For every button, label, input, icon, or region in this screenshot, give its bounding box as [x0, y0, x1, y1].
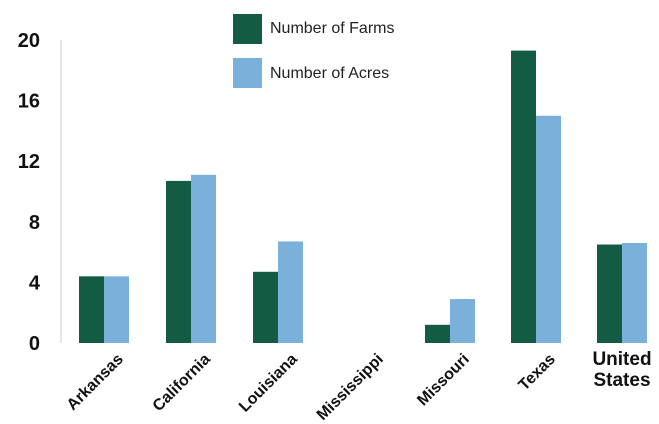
y-tick-label: 4	[29, 272, 41, 294]
x-tick-label: Texas	[516, 351, 559, 394]
x-tick-label: Arkansas	[64, 351, 127, 414]
legend-label-acres: Number of Acres	[270, 65, 389, 82]
y-tick-label: 12	[18, 151, 40, 173]
bar-farms	[511, 51, 536, 343]
x-tick-label: United States	[592, 349, 651, 391]
x-tick-label: California	[150, 351, 214, 415]
bar-farms	[79, 276, 104, 343]
y-tick-label: 8	[29, 212, 40, 234]
bar-farms	[166, 181, 191, 343]
bar-farms	[425, 325, 450, 343]
bar-acres	[450, 299, 475, 343]
y-tick-label: 0	[29, 333, 40, 355]
y-tick-label: 20	[18, 30, 40, 52]
legend: Number of Farms Number of Acres	[233, 14, 394, 88]
bar-acres	[278, 241, 303, 343]
y-axis-tick-labels: 0 4 8 12 16 20	[18, 30, 41, 355]
x-tick-label: Mississippi	[314, 351, 387, 424]
bar-acres	[191, 175, 216, 343]
legend-swatch-acres	[233, 58, 262, 88]
bar-farms	[597, 245, 622, 343]
bar-acres	[622, 243, 647, 343]
bars	[79, 51, 647, 343]
x-axis-tick-labels: Arkansas California Louisiana Mississippi Mi…	[64, 349, 652, 424]
bar-farms	[253, 272, 278, 343]
bar-acres	[104, 276, 129, 343]
bar-acres	[536, 116, 561, 343]
y-tick-label: 16	[18, 91, 40, 113]
x-tick-label: Missouri	[414, 351, 473, 410]
legend-swatch-farms	[233, 14, 262, 44]
legend-label-farms: Number of Farms	[270, 20, 394, 37]
x-tick-label: Louisiana	[236, 351, 301, 416]
